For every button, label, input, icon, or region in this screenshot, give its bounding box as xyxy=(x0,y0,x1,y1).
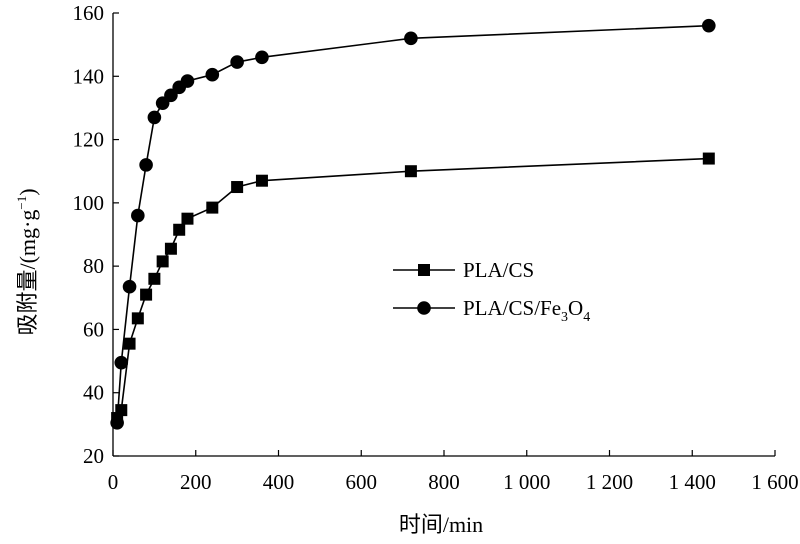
data-point-circle xyxy=(230,55,244,69)
data-point-square xyxy=(156,255,169,268)
x-tick-label: 200 xyxy=(180,470,212,494)
y-ticks: 20 40 60 80 100 120 140 160 xyxy=(73,1,119,468)
y-axis-title-close: ) xyxy=(15,188,40,195)
data-point-square xyxy=(140,288,153,301)
x-ticks: 0 200 400 600 800 1 000 1 200 1 400 1 600 xyxy=(108,450,799,494)
y-tick-label: 20 xyxy=(83,444,104,468)
data-point-square xyxy=(173,223,186,236)
x-tick-label: 1 000 xyxy=(503,470,550,494)
y-axis-title-main: 吸附量/(mg·g xyxy=(15,210,40,336)
y-tick-label: 100 xyxy=(73,191,105,215)
x-axis-title: 时间/min xyxy=(399,512,483,537)
y-tick-label: 140 xyxy=(73,64,105,88)
data-point-square xyxy=(131,312,144,325)
series-layer xyxy=(110,18,716,430)
legend: PLA/CS PLA/CS/Fe3O4 xyxy=(393,258,590,325)
y-tick-label: 120 xyxy=(73,128,105,152)
data-point-circle xyxy=(114,355,129,370)
x-tick-label: 600 xyxy=(346,470,378,494)
data-point-circle xyxy=(404,31,418,46)
data-point-circle xyxy=(180,74,195,88)
data-point-circle xyxy=(702,18,716,33)
data-point-circle xyxy=(147,110,162,125)
data-point-square xyxy=(164,242,177,255)
x-tick-label: 0 xyxy=(108,470,119,494)
data-point-square xyxy=(206,201,219,214)
data-point-circle xyxy=(122,279,137,294)
legend-label: PLA/CS xyxy=(463,258,534,282)
series-line xyxy=(116,24,709,423)
data-point-square xyxy=(404,165,417,178)
legend-item: PLA/CS xyxy=(393,258,534,282)
y-axis-title-group: 吸附量/(mg·g−1) xyxy=(14,188,40,335)
legend-marker-square xyxy=(418,264,430,276)
series-square xyxy=(111,152,715,425)
x-tick-label: 800 xyxy=(428,470,460,494)
data-point-circle xyxy=(131,208,145,223)
data-point-circle xyxy=(139,158,153,172)
y-tick-label: 160 xyxy=(73,1,105,25)
legend-label: PLA/CS/Fe3O4 xyxy=(463,296,590,325)
y-tick-label: 80 xyxy=(83,254,104,278)
y-axis-title-sup: −1 xyxy=(14,196,29,210)
data-point-circle xyxy=(110,415,124,430)
data-point-square xyxy=(702,152,715,165)
data-point-square xyxy=(148,272,161,285)
legend-item: PLA/CS/Fe3O4 xyxy=(393,296,590,325)
data-point-circle xyxy=(205,67,220,82)
x-tick-label: 1 600 xyxy=(751,470,798,494)
data-point-square xyxy=(123,337,136,350)
data-point-square xyxy=(181,212,194,225)
data-point-square xyxy=(255,174,268,187)
series-line xyxy=(116,157,709,419)
x-tick-label: 400 xyxy=(263,470,295,494)
y-tick-label: 60 xyxy=(83,317,104,341)
data-point-square xyxy=(231,181,244,194)
x-tick-label: 1 200 xyxy=(586,470,633,494)
y-axis-title: 吸附量/(mg·g−1) xyxy=(14,188,40,335)
y-tick-label: 40 xyxy=(83,381,104,405)
legend-marker-circle xyxy=(417,301,431,315)
data-point-circle xyxy=(255,50,269,65)
series-circle xyxy=(110,18,716,430)
x-tick-label: 1 400 xyxy=(669,470,716,494)
